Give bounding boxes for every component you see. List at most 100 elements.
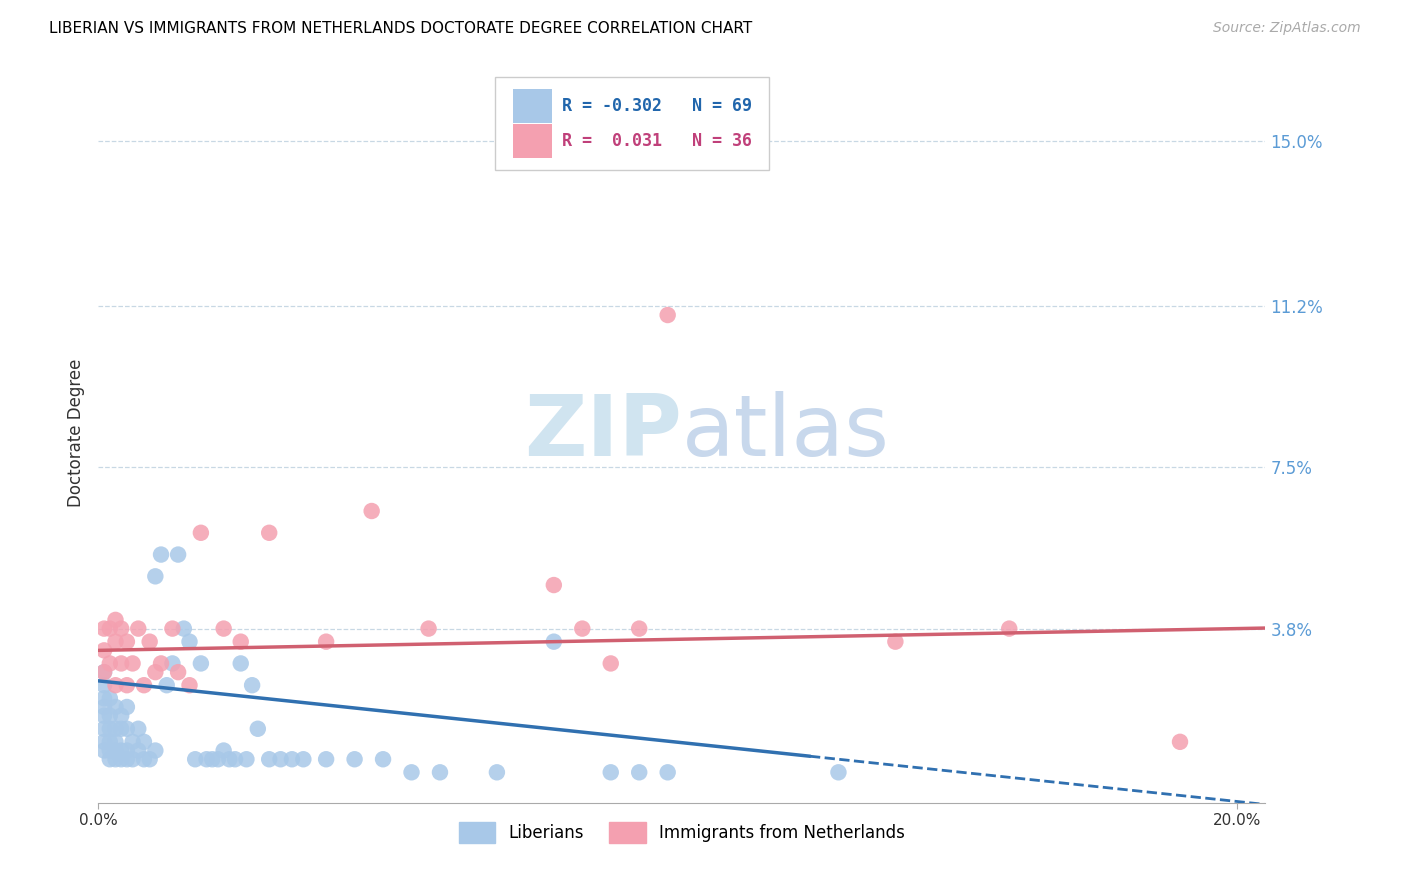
Point (657, 308, 679, 322)
Point (599, 657, 621, 671)
Legend: Liberians, Immigrants from Netherlands: Liberians, Immigrants from Netherlands (453, 815, 911, 850)
Point (115, 743, 138, 757)
FancyBboxPatch shape (513, 89, 553, 123)
Point (110, 752, 132, 766)
Point (93, 691, 115, 706)
Point (110, 708, 132, 723)
Point (371, 752, 394, 766)
Point (246, 722, 269, 736)
Point (315, 634, 337, 648)
Point (212, 622, 235, 636)
Point (93, 622, 115, 636)
Point (167, 548, 190, 562)
Point (104, 743, 127, 757)
Point (190, 525, 212, 540)
Point (115, 722, 138, 736)
Point (212, 743, 235, 757)
Point (132, 678, 155, 692)
Point (98, 657, 121, 671)
Point (115, 752, 138, 766)
Point (138, 634, 160, 648)
Point (281, 752, 304, 766)
Point (201, 752, 224, 766)
Point (179, 678, 201, 692)
Point (98, 708, 121, 723)
Point (827, 765, 849, 780)
Point (132, 752, 155, 766)
Point (360, 504, 382, 518)
Point (93, 708, 115, 723)
Point (93, 665, 115, 680)
Point (98, 722, 121, 736)
Point (104, 634, 127, 648)
Point (93, 678, 115, 692)
Point (93, 643, 115, 657)
Point (173, 622, 195, 636)
Point (115, 678, 138, 692)
Point (998, 622, 1021, 636)
Point (127, 743, 149, 757)
Point (229, 634, 252, 648)
Point (143, 743, 166, 757)
Point (190, 657, 212, 671)
Point (657, 765, 679, 780)
Point (543, 578, 565, 592)
Point (143, 569, 166, 583)
Point (110, 743, 132, 757)
Point (127, 722, 149, 736)
FancyBboxPatch shape (513, 124, 553, 158)
Point (628, 622, 651, 636)
Point (224, 752, 246, 766)
Text: Source: ZipAtlas.com: Source: ZipAtlas.com (1213, 21, 1361, 36)
Point (121, 657, 143, 671)
Point (401, 765, 423, 780)
Point (104, 752, 127, 766)
Point (315, 752, 337, 766)
Point (543, 634, 565, 648)
Point (292, 752, 315, 766)
Point (110, 657, 132, 671)
Point (628, 765, 651, 780)
Point (1168, 735, 1191, 749)
Point (184, 752, 207, 766)
Point (121, 752, 143, 766)
Point (270, 752, 292, 766)
Point (104, 678, 127, 692)
Point (93, 735, 115, 749)
Point (143, 665, 166, 680)
Point (127, 622, 149, 636)
Point (884, 634, 907, 648)
Point (115, 634, 138, 648)
Point (485, 765, 508, 780)
Point (429, 765, 451, 780)
Point (162, 622, 184, 636)
Point (207, 752, 229, 766)
Point (110, 722, 132, 736)
Point (115, 700, 138, 714)
Point (229, 657, 252, 671)
Point (104, 735, 127, 749)
Text: R = -0.302   N = 69: R = -0.302 N = 69 (562, 97, 752, 115)
Point (98, 752, 121, 766)
Point (240, 678, 263, 692)
FancyBboxPatch shape (495, 78, 769, 169)
Point (167, 665, 190, 680)
Point (257, 525, 280, 540)
Point (156, 678, 179, 692)
Point (121, 735, 143, 749)
Point (599, 765, 621, 780)
Point (104, 700, 127, 714)
Point (104, 722, 127, 736)
Text: ZIP: ZIP (524, 391, 682, 475)
Text: atlas: atlas (682, 391, 890, 475)
Point (138, 752, 160, 766)
Point (257, 752, 280, 766)
Point (162, 657, 184, 671)
Point (98, 735, 121, 749)
Point (571, 622, 593, 636)
Point (150, 548, 173, 562)
Point (110, 622, 132, 636)
Point (132, 735, 155, 749)
Point (98, 691, 121, 706)
Point (195, 752, 218, 766)
